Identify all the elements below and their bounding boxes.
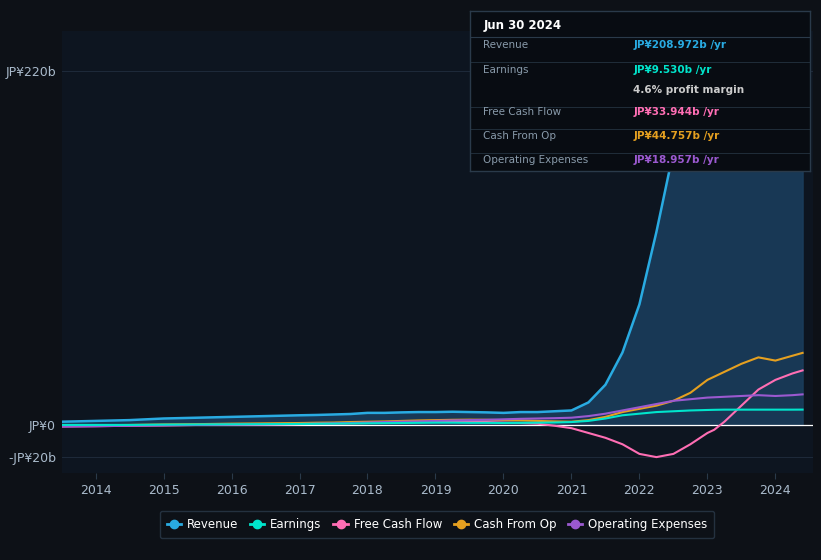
Text: Free Cash Flow: Free Cash Flow: [484, 107, 562, 117]
Text: Jun 30 2024: Jun 30 2024: [484, 19, 562, 32]
Text: Cash From Op: Cash From Op: [484, 131, 557, 141]
Legend: Revenue, Earnings, Free Cash Flow, Cash From Op, Operating Expenses: Revenue, Earnings, Free Cash Flow, Cash …: [160, 511, 714, 538]
Text: JP¥9.530b /yr: JP¥9.530b /yr: [633, 66, 712, 76]
Text: Operating Expenses: Operating Expenses: [484, 155, 589, 165]
Text: 4.6% profit margin: 4.6% profit margin: [633, 85, 745, 95]
Text: Earnings: Earnings: [484, 66, 529, 76]
Text: JP¥44.757b /yr: JP¥44.757b /yr: [633, 131, 719, 141]
Text: JP¥208.972b /yr: JP¥208.972b /yr: [633, 40, 726, 50]
Text: Revenue: Revenue: [484, 40, 529, 50]
Text: JP¥33.944b /yr: JP¥33.944b /yr: [633, 107, 719, 117]
Text: JP¥18.957b /yr: JP¥18.957b /yr: [633, 155, 719, 165]
